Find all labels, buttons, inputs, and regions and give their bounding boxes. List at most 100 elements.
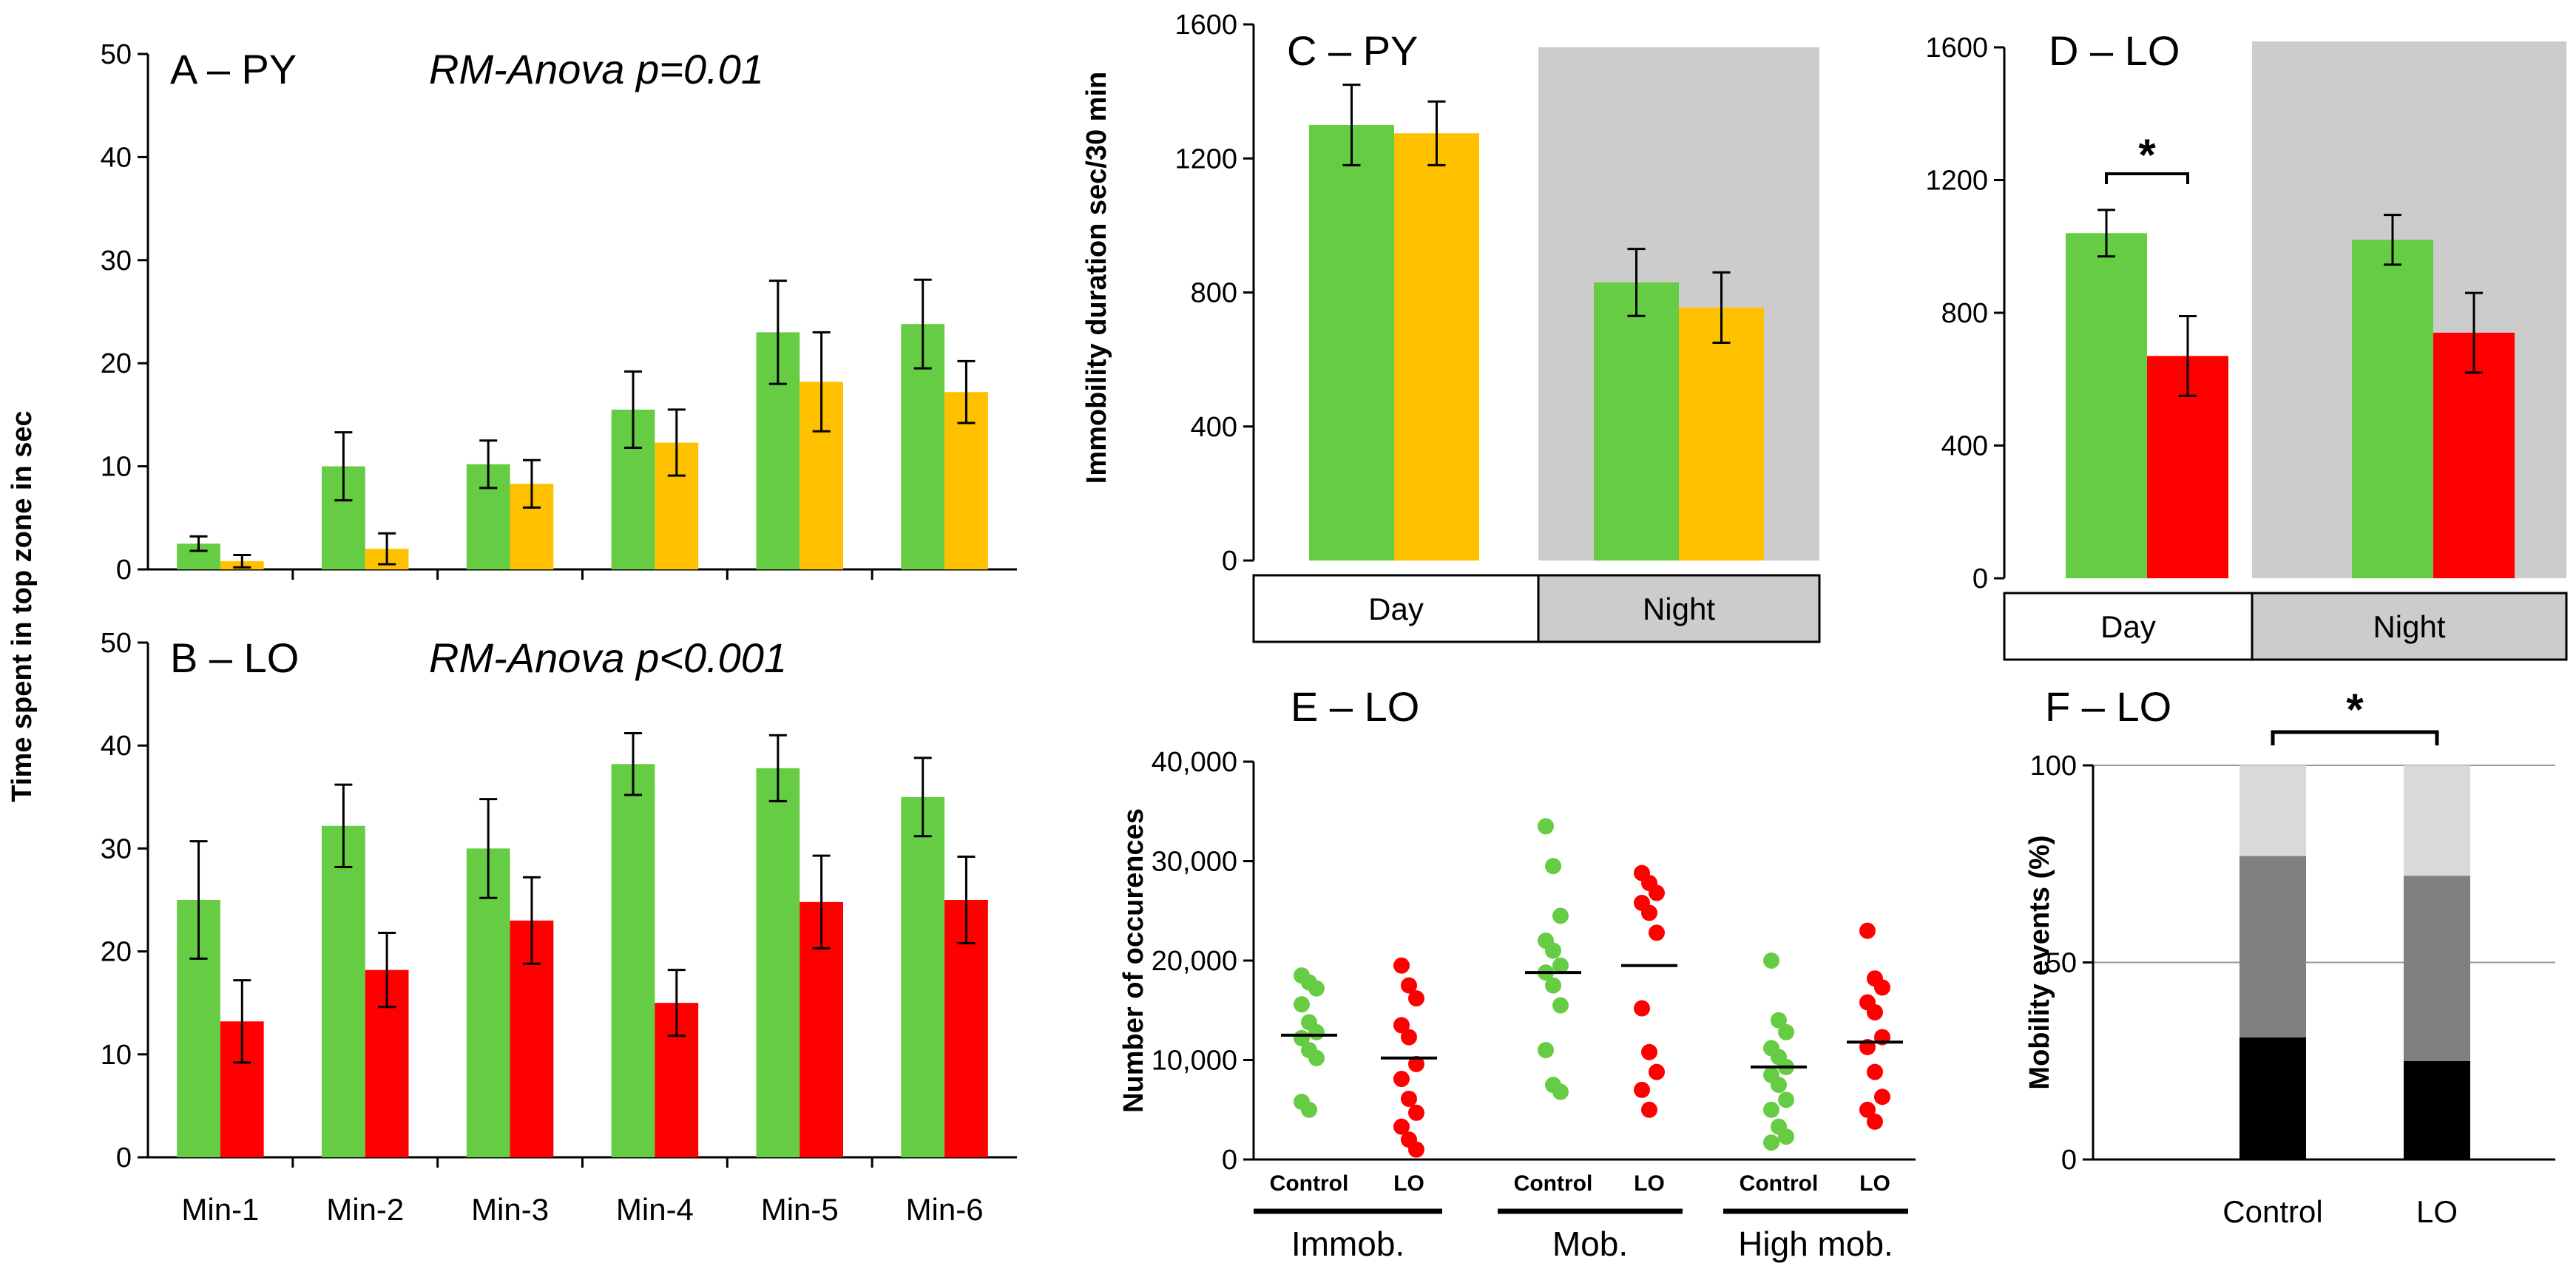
y-tick-label: 10,000: [1152, 1046, 1237, 1077]
stacked-bar-segment: [2404, 765, 2470, 876]
y-tick-label: 400: [1941, 431, 1988, 462]
y-tick-label: 50: [2046, 948, 2077, 979]
y-tick-label: 10: [101, 452, 132, 483]
x-tick-label: Min-5: [761, 1192, 839, 1227]
data-point: [1294, 996, 1310, 1013]
x-tick-label: Night: [2373, 609, 2445, 644]
x-tick-label: Control: [1514, 1171, 1593, 1196]
bar: [1679, 307, 1764, 561]
y-axis-label: Immobility duration sec/30 min: [1081, 72, 1112, 484]
y-tick-label: 800: [1191, 278, 1237, 309]
y-axis-label: Mobility events (%): [2024, 835, 2055, 1089]
y-tick-label: 30: [101, 246, 132, 277]
data-point: [1538, 1042, 1554, 1059]
x-tick-label: Min-1: [181, 1192, 259, 1227]
data-point: [1545, 977, 1561, 994]
panel-title: E – LO: [1291, 683, 1419, 730]
data-point: [1401, 1090, 1417, 1107]
y-tick-label: 30: [101, 833, 132, 864]
y-tick-label: 0: [1222, 1145, 1237, 1176]
data-point: [1552, 997, 1569, 1014]
panel-d: 0 400 800 1200 1600 Day Night D – LO *: [1925, 27, 2568, 661]
data-point: [1393, 957, 1410, 974]
bar: [901, 796, 945, 1157]
data-point: [1649, 924, 1665, 941]
x-tick-label: Control: [1270, 1171, 1349, 1196]
x-tick-label: Min-6: [906, 1192, 984, 1227]
data-point: [1641, 1101, 1657, 1118]
data-point: [1408, 1104, 1424, 1121]
y-tick-label: 20: [101, 348, 132, 379]
bar: [1394, 133, 1479, 561]
significance-star: *: [2138, 130, 2156, 180]
day-label-box: [2003, 592, 2254, 661]
data-point: [1634, 1000, 1650, 1017]
data-point: [1408, 1055, 1424, 1072]
data-point: [1641, 904, 1657, 921]
data-point: [1545, 858, 1561, 875]
data-point: [1301, 1101, 1317, 1118]
x-tick-label: Min-2: [326, 1192, 404, 1227]
y-tick-label: 40: [101, 731, 132, 762]
data-point: [1408, 990, 1424, 1007]
data-point: [1308, 1049, 1325, 1066]
data-point: [1874, 979, 1890, 996]
panel-f: 0 50 100 Control LO * F – LO Mobility events (%…: [2024, 683, 2555, 1229]
data-point: [1778, 1023, 1794, 1040]
y-tick-label: 1200: [1925, 166, 1988, 197]
panel-title: D – LO: [2049, 27, 2180, 74]
y-tick-label: 40,000: [1152, 747, 1237, 778]
data-point: [1649, 1063, 1665, 1080]
stacked-bar-segment: [2404, 1060, 2470, 1160]
data-point: [1393, 1118, 1410, 1135]
bar: [2352, 240, 2433, 578]
stat-annotation: RM-Anova p=0.01: [429, 46, 764, 92]
x-tick-label: Control: [1740, 1171, 1819, 1196]
data-point: [1649, 884, 1665, 901]
data-point: [1634, 1081, 1650, 1098]
data-point: [1393, 1071, 1410, 1088]
data-point: [1771, 1077, 1787, 1094]
x-tick-label: Min-4: [616, 1192, 694, 1227]
x-tick-label: LO: [1393, 1171, 1424, 1196]
y-tick-label: 1200: [1174, 143, 1237, 175]
night-label-box: [2251, 592, 2568, 661]
y-tick-label: 40: [101, 142, 132, 173]
y-tick-label: 0: [116, 555, 132, 586]
bar: [466, 848, 510, 1157]
y-tick-label: 10: [101, 1040, 132, 1071]
y-tick-label: 20: [101, 937, 132, 968]
stacked-bar-segment: [2404, 876, 2470, 1061]
bar: [756, 768, 800, 1157]
y-tick-label: 50: [101, 39, 132, 70]
stacked-bar-segment: [2239, 856, 2306, 1037]
y-tick-label: 20,000: [1152, 946, 1237, 977]
x-tick-label: Min-3: [471, 1192, 549, 1227]
panel-title: B – LO: [170, 634, 299, 681]
data-point: [1552, 1083, 1569, 1100]
data-point: [1867, 1063, 1883, 1080]
data-point: [1763, 1134, 1779, 1151]
data-point: [1867, 1003, 1883, 1020]
data-point: [1763, 952, 1779, 969]
panel-title: A – PY: [170, 46, 297, 92]
significance-bracket: [2271, 730, 2439, 745]
y-tick-label: 0: [1222, 546, 1237, 577]
x-tick-label: Day: [2100, 609, 2156, 644]
data-point: [1401, 1029, 1417, 1046]
x-tick-label: Night: [1643, 592, 1715, 626]
stat-annotation: RM-Anova p<0.001: [429, 634, 787, 681]
y-tick-label: 1600: [1925, 33, 1988, 64]
data-point: [1308, 980, 1325, 997]
data-point: [1778, 1091, 1794, 1108]
y-tick-label: 0: [1972, 563, 1988, 595]
y-tick-label: 800: [1941, 298, 1988, 329]
stacked-bar-segment: [2239, 765, 2306, 856]
data-point: [1552, 957, 1569, 974]
data-point: [1859, 922, 1876, 939]
significance-star: *: [2346, 685, 2364, 734]
data-point: [1538, 818, 1554, 835]
panel-b: 0 10 20 30 40 50 Min-1 Min-2 Min-3 Min-4 Min-5 Min-…: [101, 628, 1017, 1227]
panel-e: 0 10,000 20,000 30,000 40,000 Control LO Immob.…: [1118, 683, 1916, 1263]
